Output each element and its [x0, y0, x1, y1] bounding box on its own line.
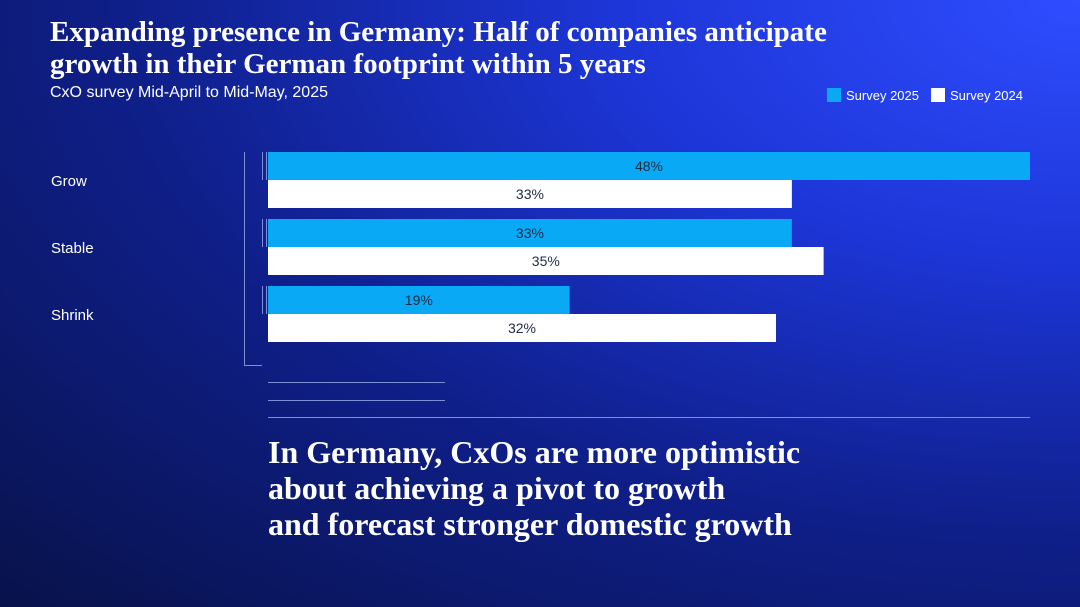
legend-swatch-2025	[827, 88, 841, 102]
legend-item-survey-2025: Survey 2025	[827, 87, 919, 103]
data-label-shrink-survey-2024: 32%	[508, 320, 536, 336]
category-label-stable: Stable	[51, 240, 94, 257]
category-label-shrink: Shrink	[51, 307, 94, 324]
chart-subtitle: CxO survey Mid-April to Mid-May, 2025	[50, 84, 328, 101]
chart-decor	[244, 152, 1030, 418]
legend-label-2025: Survey 2025	[846, 87, 919, 103]
takeaway-text: In Germany, CxOs are more optimistic abo…	[268, 434, 801, 542]
category-label-grow: Grow	[51, 173, 87, 190]
bar-grow-survey-2025	[268, 152, 1030, 180]
bars-group: Grow 48% 33% Stable 33% 35% Shrink 19% 32%	[51, 152, 1030, 342]
data-label-grow-survey-2024: 33%	[516, 186, 544, 202]
bar-shrink-survey-2025	[268, 286, 570, 314]
data-label-shrink-survey-2025: 19%	[405, 292, 433, 308]
bar-stable-survey-2024	[268, 247, 824, 275]
data-label-grow-survey-2025: 48%	[635, 158, 663, 174]
chart-title: Expanding presence in Germany: Half of c…	[50, 16, 827, 80]
legend-swatch-2024	[931, 88, 945, 102]
data-label-stable-survey-2024: 35%	[532, 253, 560, 269]
data-label-stable-survey-2025: 33%	[516, 225, 544, 241]
legend-label-2024: Survey 2024	[950, 87, 1023, 103]
bar-stable-survey-2025	[268, 219, 792, 247]
bar-grow-survey-2024	[268, 180, 792, 208]
bar-shrink-survey-2024	[268, 314, 776, 342]
legend-item-survey-2024: Survey 2024	[931, 87, 1023, 103]
